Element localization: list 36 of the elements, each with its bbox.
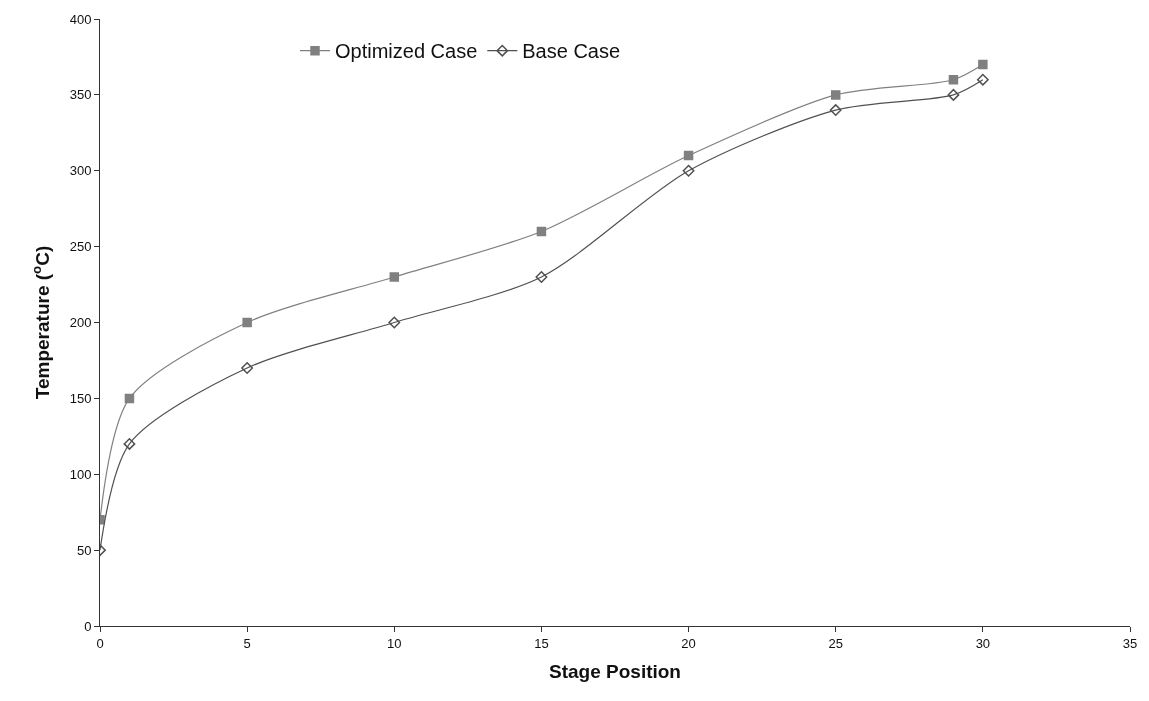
- point: [535, 271, 548, 283]
- point: [536, 226, 547, 237]
- point: [829, 104, 842, 116]
- x-tick-label: 35: [1122, 635, 1138, 651]
- point: [948, 74, 959, 85]
- x-tick-label: 15: [534, 635, 549, 651]
- point: [682, 164, 695, 177]
- point: [123, 437, 136, 450]
- x-tick-label: 30: [975, 635, 991, 651]
- point: [241, 362, 254, 374]
- legend-label: Base Case: [522, 40, 621, 63]
- y-tick-label: 250: [69, 239, 92, 255]
- point: [978, 59, 988, 70]
- x-tick-label: 0: [96, 635, 104, 651]
- point: [683, 150, 694, 161]
- x-tick-label: 25: [828, 635, 843, 651]
- x-tick-label: 10: [387, 635, 402, 651]
- point: [124, 393, 135, 404]
- y-tick-label: 100: [69, 466, 92, 482]
- y-tick-label: 150: [69, 390, 92, 406]
- y-tick-label: 0: [84, 618, 92, 634]
- y-tick-label: 350: [69, 87, 92, 103]
- x-tick-label: 5: [243, 635, 251, 651]
- y-tick-label: 400: [69, 11, 92, 27]
- y-tick-label: 200: [69, 315, 92, 331]
- point: [388, 316, 401, 329]
- point: [242, 317, 252, 328]
- point: [976, 73, 989, 86]
- point: [389, 272, 400, 282]
- point: [947, 88, 960, 101]
- x-tick-label: 20: [681, 635, 696, 651]
- legend-label: Optimized Case: [335, 40, 478, 63]
- point: [830, 90, 841, 100]
- x-axis-title: Stage Position: [549, 661, 681, 683]
- y-tick-label: 300: [69, 163, 92, 179]
- y-tick-label: 50: [76, 542, 92, 558]
